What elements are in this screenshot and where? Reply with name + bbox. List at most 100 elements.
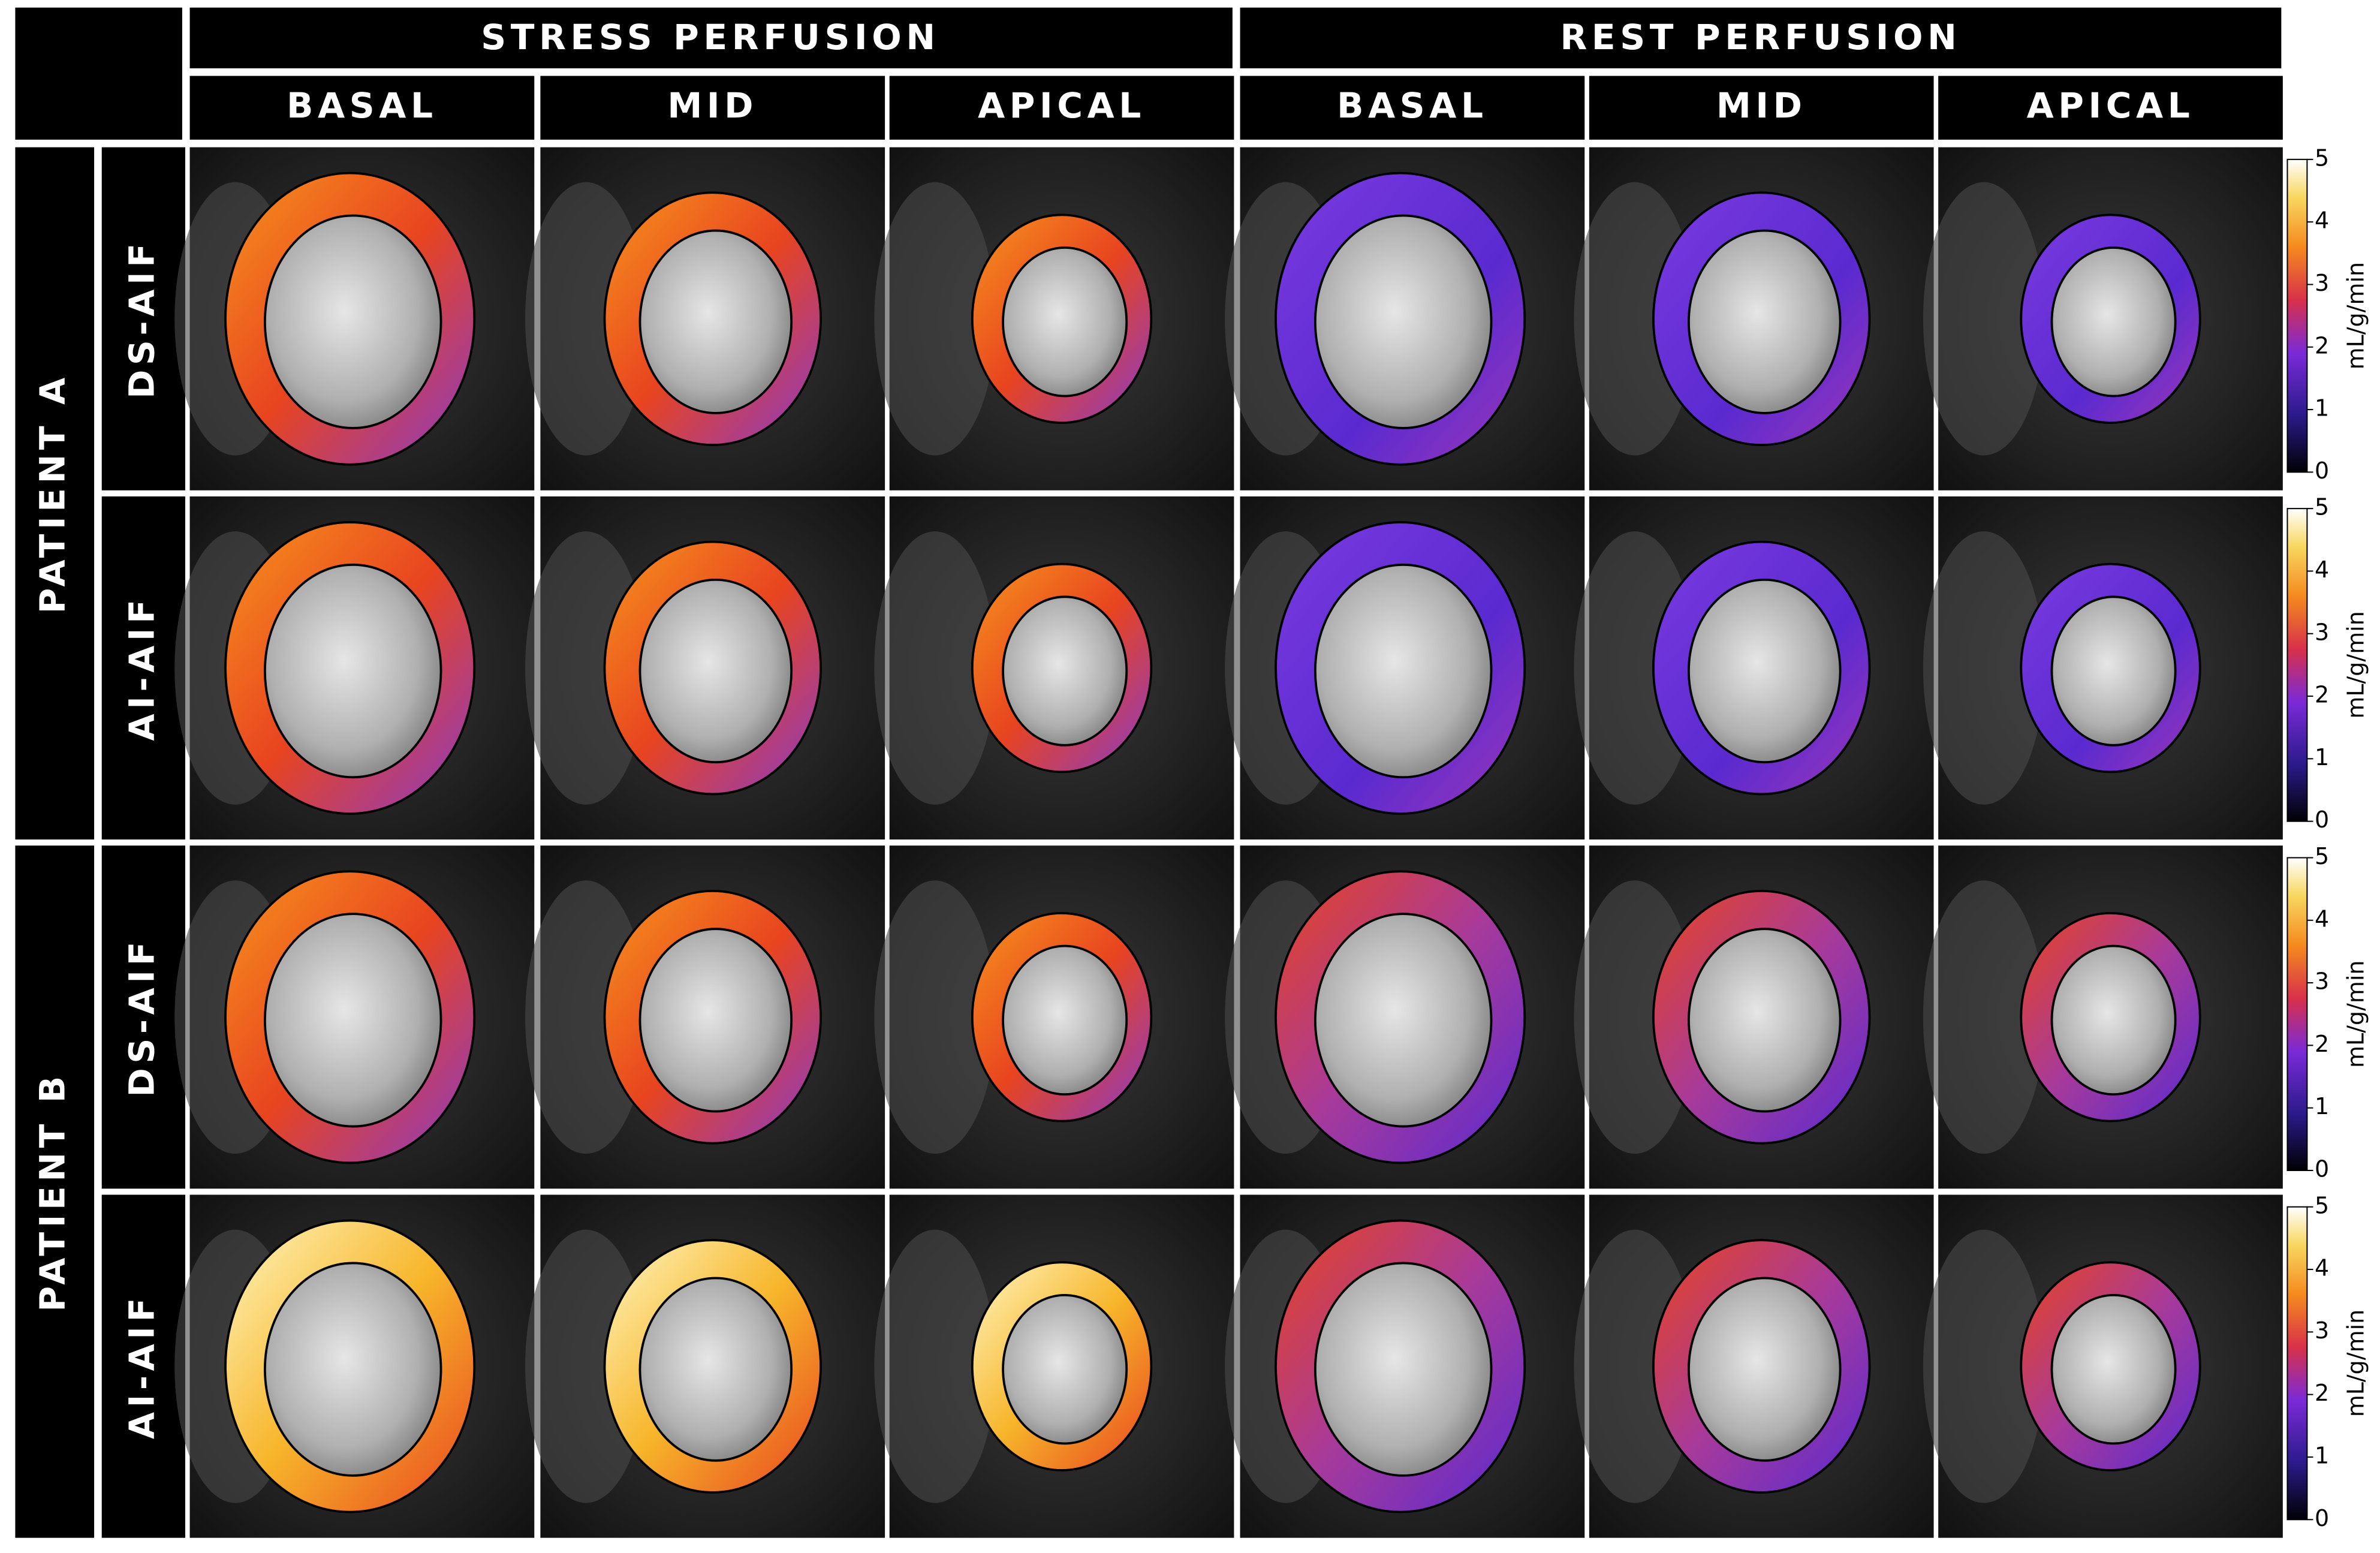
tissue-shadow xyxy=(1574,1229,1696,1503)
colorbar-tick-label: 1 xyxy=(2315,1442,2329,1468)
tissue-shadow xyxy=(1574,880,1696,1154)
patient-label-box xyxy=(15,845,95,1538)
perfusion-map xyxy=(1225,147,1585,490)
tissue-shadow xyxy=(1923,531,2045,805)
blood-pool xyxy=(638,229,793,414)
colorbar-tick-label: 3 xyxy=(2315,619,2329,645)
perfusion-map xyxy=(174,1194,535,1538)
column-header xyxy=(889,76,1234,140)
blood-pool xyxy=(2050,595,2177,747)
blood-pool xyxy=(1313,913,1493,1128)
blood-pool xyxy=(1313,1262,1493,1477)
perfusion-map xyxy=(174,496,535,840)
patient-label: PATIENT A xyxy=(32,373,73,613)
colorbar-label: mL/g/min xyxy=(2342,262,2369,369)
column-header-text: APICAL xyxy=(2027,85,2195,126)
colorbar-tick-label: 2 xyxy=(2315,332,2329,359)
perfusion-map xyxy=(1574,496,1934,840)
corner-block xyxy=(15,7,182,140)
colorbar-tick-label: 2 xyxy=(2315,682,2329,708)
colorbar-tick-label: 0 xyxy=(2315,1155,2329,1182)
perfusion-map xyxy=(1923,1194,2283,1538)
perfusion-map xyxy=(525,496,885,840)
perfusion-map xyxy=(1225,496,1585,840)
colorbar-tick-label: 1 xyxy=(2315,395,2329,422)
colorbar-tick-label: 0 xyxy=(2315,806,2329,833)
method-label: AI-AIF xyxy=(122,1293,162,1439)
colorbar-tick-label: 5 xyxy=(2315,145,2329,171)
method-label-box xyxy=(101,147,185,490)
tissue-shadow xyxy=(1574,531,1696,805)
column-header xyxy=(540,76,885,140)
patient-label-box xyxy=(15,147,95,840)
blood-pool xyxy=(638,578,793,764)
blood-pool xyxy=(638,928,793,1113)
perfusion-map xyxy=(1923,147,2283,490)
blood-pool xyxy=(1313,563,1493,779)
perfusion-map xyxy=(1225,845,1585,1189)
column-header xyxy=(1938,76,2283,140)
colorbar-label: mL/g/min xyxy=(2342,961,2369,1068)
perfusion-map xyxy=(525,147,885,490)
perfusion-map xyxy=(1923,845,2283,1189)
column-header xyxy=(189,76,535,140)
perfusion-map xyxy=(525,845,885,1189)
colorbar-tick-label: 5 xyxy=(2315,494,2329,520)
column-header xyxy=(1589,76,1934,140)
colorbar-tick-label: 5 xyxy=(2315,1192,2329,1218)
tissue-shadow xyxy=(1574,182,1696,456)
colorbar-label: mL/g/min xyxy=(2342,1310,2369,1417)
tissue-shadow xyxy=(525,1229,647,1503)
blood-pool xyxy=(638,1277,793,1462)
method-label-box xyxy=(101,1194,185,1538)
colorbar-tick-label: 4 xyxy=(2315,1255,2329,1281)
tissue-shadow xyxy=(874,531,996,805)
colorbar-tick-label: 2 xyxy=(2315,1031,2329,1057)
column-header-text: MID xyxy=(1716,85,1807,126)
perfusion-map xyxy=(174,845,535,1189)
perfusion-map xyxy=(1225,1194,1585,1538)
method-label: DS-AIF xyxy=(122,937,162,1097)
colorbar-tick-label: 4 xyxy=(2315,905,2329,932)
colorbar-tick-label: 4 xyxy=(2315,556,2329,583)
tissue-shadow xyxy=(874,1229,996,1503)
column-header-text: BASAL xyxy=(287,85,438,126)
perfusion-map xyxy=(1574,147,1934,490)
colorbar-label: mL/g/min xyxy=(2342,611,2369,718)
group-header-text: STRESS PERFUSION xyxy=(481,17,939,58)
perfusion-map xyxy=(525,1194,885,1538)
column-header-text: APICAL xyxy=(978,85,1146,126)
method-label-box xyxy=(101,845,185,1189)
tissue-shadow xyxy=(1923,1229,2045,1503)
colorbar xyxy=(2286,857,2308,1172)
tissue-shadow xyxy=(525,531,647,805)
perfusion-map xyxy=(1574,845,1934,1189)
group-header-text: REST PERFUSION xyxy=(1560,17,1961,58)
colorbar-tick-label: 0 xyxy=(2315,1505,2329,1531)
perfusion-map xyxy=(1574,1194,1934,1538)
blood-pool xyxy=(1688,229,1842,414)
column-header xyxy=(1240,76,1585,140)
colorbar-tick-label: 1 xyxy=(2315,1093,2329,1119)
column-header-text: BASAL xyxy=(1337,85,1488,126)
perfusion-map xyxy=(874,147,1234,490)
blood-pool xyxy=(1002,246,1128,398)
colorbar-tick-label: 4 xyxy=(2315,207,2329,234)
blood-pool xyxy=(263,214,442,429)
perfusion-map xyxy=(1923,496,2283,840)
colorbar xyxy=(2286,1206,2308,1521)
perfusion-map xyxy=(874,496,1234,840)
blood-pool xyxy=(2050,1294,2177,1445)
blood-pool xyxy=(2050,944,2177,1096)
blood-pool xyxy=(263,1262,442,1477)
tissue-shadow xyxy=(874,182,996,456)
colorbar-tick-label: 3 xyxy=(2315,1317,2329,1344)
perfusion-map xyxy=(174,147,535,490)
tissue-shadow xyxy=(1923,880,2045,1154)
blood-pool xyxy=(1688,928,1842,1113)
tissue-shadow xyxy=(1923,182,2045,456)
blood-pool xyxy=(2050,246,2177,398)
patient-label: PATIENT B xyxy=(32,1072,73,1311)
blood-pool xyxy=(1002,1294,1128,1445)
tissue-shadow xyxy=(525,880,647,1154)
